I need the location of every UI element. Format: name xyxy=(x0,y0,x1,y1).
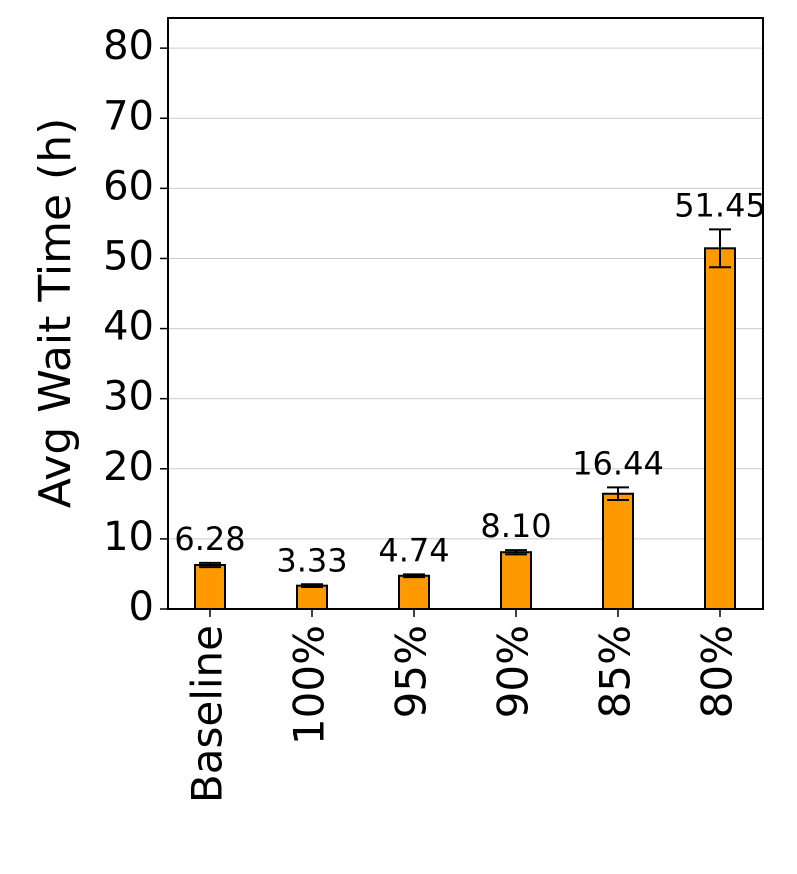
bar xyxy=(704,247,736,610)
x-tick-label: 80% xyxy=(693,625,742,718)
x-tick-label: 90% xyxy=(489,625,538,718)
x-tick-label: Baseline xyxy=(183,625,232,803)
y-tick-label: 40 xyxy=(103,304,154,350)
value-label: 4.74 xyxy=(378,531,449,569)
bar xyxy=(602,492,634,610)
bar xyxy=(398,574,430,611)
error-bar xyxy=(607,486,629,502)
y-tick-label: 60 xyxy=(103,163,154,209)
y-tick-label: 10 xyxy=(103,514,154,560)
x-tick-label: 95% xyxy=(387,625,436,718)
y-tick-label: 20 xyxy=(103,444,154,490)
y-tick-label: 50 xyxy=(103,233,154,279)
value-label: 6.28 xyxy=(174,520,245,558)
y-tick-label: 70 xyxy=(103,93,154,139)
bar xyxy=(500,551,532,610)
x-tick-label: 100% xyxy=(285,625,334,745)
plot-frame xyxy=(167,17,764,610)
y-tick-label: 30 xyxy=(103,374,154,420)
error-bar xyxy=(403,573,425,579)
error-bar xyxy=(301,583,323,589)
value-label: 16.44 xyxy=(572,444,664,482)
x-tick-label: 85% xyxy=(591,625,640,718)
value-label: 8.10 xyxy=(480,507,551,545)
value-label: 51.45 xyxy=(674,186,766,224)
bar xyxy=(194,563,226,611)
value-label: 3.33 xyxy=(276,541,347,579)
bar xyxy=(296,584,328,610)
y-tick-label: 0 xyxy=(129,584,154,630)
error-bar xyxy=(709,228,731,269)
error-bar xyxy=(505,549,527,556)
y-axis-label: Avg Wait Time (h) xyxy=(30,118,81,508)
error-bar xyxy=(199,561,221,569)
y-tick-label: 80 xyxy=(103,23,154,69)
